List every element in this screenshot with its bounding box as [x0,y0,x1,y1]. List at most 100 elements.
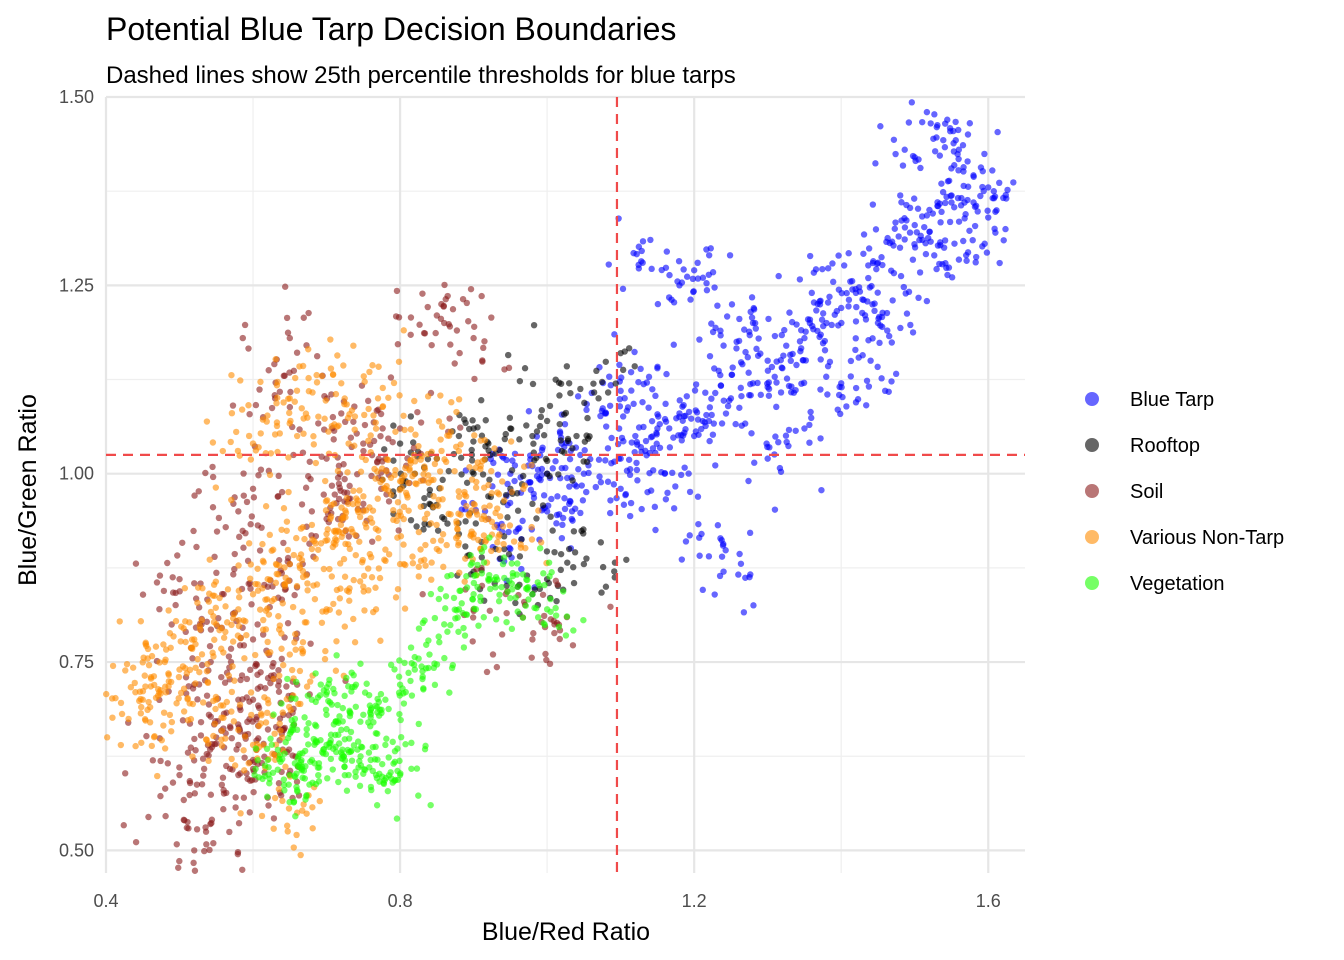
data-point [694,493,702,500]
data-point [400,541,407,548]
data-point [764,455,771,462]
data-point [340,362,347,369]
data-point [234,632,242,639]
data-point [250,788,257,796]
data-point [337,560,344,567]
data-point [501,366,508,373]
data-point [328,701,336,708]
data-point [788,318,796,326]
data-point [649,386,656,393]
data-point [839,393,846,401]
data-point [632,432,639,440]
data-point [438,423,446,430]
data-point [286,420,293,427]
data-point [702,389,709,396]
data-point [236,701,244,708]
data-point [221,679,229,686]
data-point [764,357,771,364]
data-point [312,459,320,467]
data-point [263,418,270,425]
data-point [305,309,312,317]
data-point [346,545,353,553]
data-point [481,338,488,345]
data-point [344,489,351,496]
data-point [711,284,718,291]
data-point [279,734,286,741]
data-point [165,683,172,690]
data-point [191,735,198,743]
data-point [236,533,243,541]
data-point [512,599,519,607]
data-point [972,202,980,210]
data-point [401,605,409,612]
data-point [503,609,510,617]
data-point [637,365,644,373]
data-point [726,252,734,259]
data-point [818,316,826,323]
data-point [480,532,488,539]
data-point [304,580,311,587]
data-point [462,543,469,550]
data-point [654,411,661,418]
data-point [285,488,292,496]
data-point [176,575,183,583]
data-point [419,591,426,598]
data-point [342,526,350,534]
data-point [551,548,558,556]
data-point [326,565,333,573]
data-point [605,261,612,268]
data-point [516,553,524,560]
data-point [409,472,416,480]
data-point [220,806,227,813]
data-point [884,234,891,242]
data-point [210,732,217,740]
data-point [260,559,267,566]
data-point [276,715,284,722]
data-point [872,160,879,167]
data-point [499,523,507,530]
data-point [303,793,310,800]
data-point [860,231,868,238]
data-point [206,556,213,563]
data-point [771,373,778,380]
data-point [678,437,685,444]
data-point [317,681,324,688]
data-point [553,520,560,527]
data-point [801,425,808,432]
data-point [363,524,370,531]
data-point [322,537,329,544]
legend-label: Various Non-Tarp [1130,527,1284,549]
data-point [258,712,265,719]
data-point [958,194,965,202]
data-point [276,672,283,679]
data-point [610,481,618,488]
data-point [813,307,820,314]
data-point [324,526,331,533]
data-point [899,162,907,169]
data-point [296,750,303,757]
data-point [751,459,758,466]
data-point [876,339,883,347]
data-point [682,538,690,545]
data-point [160,587,168,595]
data-point [189,685,197,692]
data-point [838,289,846,297]
data-point [710,420,717,427]
y-tick-label: 0.50 [59,840,94,860]
data-point [296,426,303,433]
data-point [191,867,199,874]
data-point [460,644,468,651]
data-point [223,709,230,716]
data-point [365,587,372,594]
data-point [556,429,564,437]
data-point [590,389,598,396]
data-point [985,214,992,221]
data-point [405,479,412,487]
data-point [607,497,614,504]
data-point [387,661,395,669]
data-point [278,645,285,652]
data-point [335,480,343,487]
data-point [486,534,493,541]
data-point [407,331,414,338]
data-point [299,639,307,646]
